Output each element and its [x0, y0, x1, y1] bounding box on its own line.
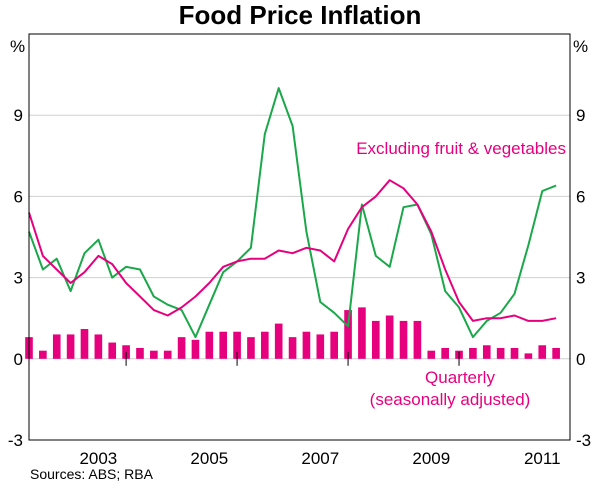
bar-quarterly-19 [288, 337, 297, 359]
y-tick-label-left-1: 0 [14, 350, 23, 369]
bar-quarterly-30 [441, 347, 449, 359]
y-tick-label-left-3: 6 [14, 187, 23, 206]
bar-quarterly-24 [358, 307, 366, 359]
y-tick-label-right-4: 9 [576, 106, 585, 125]
bar-series [25, 307, 560, 359]
y-unit-left: % [10, 37, 25, 56]
annotation-excluding-fruit-veg: Excluding fruit & vegetables [356, 139, 566, 158]
bar-quarterly-5 [94, 334, 103, 359]
line-series [28, 87, 557, 339]
bar-quarterly-3 [66, 334, 75, 359]
plot-frame [28, 33, 571, 441]
y-tick-label-left-0: -3 [8, 431, 23, 450]
source-note: Sources: ABS; RBA [30, 466, 154, 482]
bar-quarterly-6 [108, 342, 117, 359]
x-tick-label-3: 2009 [412, 449, 450, 468]
x-tick-label-4: 2011 [524, 449, 561, 468]
chart-title: Food Price Inflation [179, 0, 422, 30]
y-tick-label-right-1: 0 [576, 350, 585, 369]
x-tick-label-1: 2005 [190, 449, 228, 468]
bar-quarterly-21 [316, 334, 325, 359]
bar-quarterly-11 [177, 337, 186, 359]
bar-quarterly-35 [510, 347, 519, 359]
bar-quarterly-13 [205, 331, 214, 359]
bar-quarterly-14 [219, 331, 228, 359]
y-unit-right: % [573, 37, 588, 56]
y-tick-label-right-0: -3 [576, 431, 591, 450]
annotation-quarterly: Quarterly [425, 368, 495, 387]
y-tick-label-left-2: 3 [14, 269, 23, 288]
bar-quarterly-17 [261, 331, 269, 359]
bar-quarterly-22 [330, 331, 338, 359]
bar-quarterly-34 [496, 347, 505, 359]
line-excluding-fruit-veg [28, 179, 557, 322]
bar-quarterly-36 [524, 353, 533, 359]
bar-quarterly-16 [247, 337, 255, 359]
bar-quarterly-2 [52, 334, 61, 359]
bar-quarterly-8 [136, 347, 144, 359]
bar-quarterly-28 [413, 320, 422, 359]
bar-quarterly-23 [344, 310, 352, 359]
annotation-seasonally-adjusted: (seasonally adjusted) [370, 390, 531, 409]
x-tick-labels: 2003 2005 2007 2009 2011 [79, 449, 560, 468]
y-tick-labels: -3 -3 0 0 3 3 6 6 9 9 [8, 106, 591, 450]
bar-quarterly-12 [191, 339, 200, 359]
bar-quarterly-25 [371, 320, 380, 359]
bar-quarterly-4 [80, 329, 89, 359]
bar-quarterly-9 [150, 350, 158, 359]
line-food-year-ended [28, 87, 557, 339]
y-tick-label-right-3: 6 [576, 187, 585, 206]
bar-quarterly-27 [399, 320, 408, 359]
bar-quarterly-20 [302, 331, 311, 359]
bar-quarterly-26 [385, 315, 394, 359]
bar-quarterly-38 [552, 347, 560, 359]
bar-quarterly-37 [538, 345, 547, 359]
y-tick-label-left-4: 9 [14, 106, 23, 125]
bar-quarterly-1 [39, 350, 47, 359]
y-tick-label-right-2: 3 [576, 269, 585, 288]
x-ticks [125, 351, 571, 366]
bar-quarterly-29 [427, 350, 436, 359]
bar-quarterly-32 [469, 347, 477, 359]
bar-quarterly-18 [274, 323, 283, 359]
bar-quarterly-10 [163, 350, 172, 359]
x-tick-label-2: 2007 [301, 449, 339, 468]
x-tick-label-0: 2003 [79, 449, 117, 468]
bar-quarterly-33 [482, 345, 491, 359]
bar-quarterly-15 [233, 331, 241, 359]
